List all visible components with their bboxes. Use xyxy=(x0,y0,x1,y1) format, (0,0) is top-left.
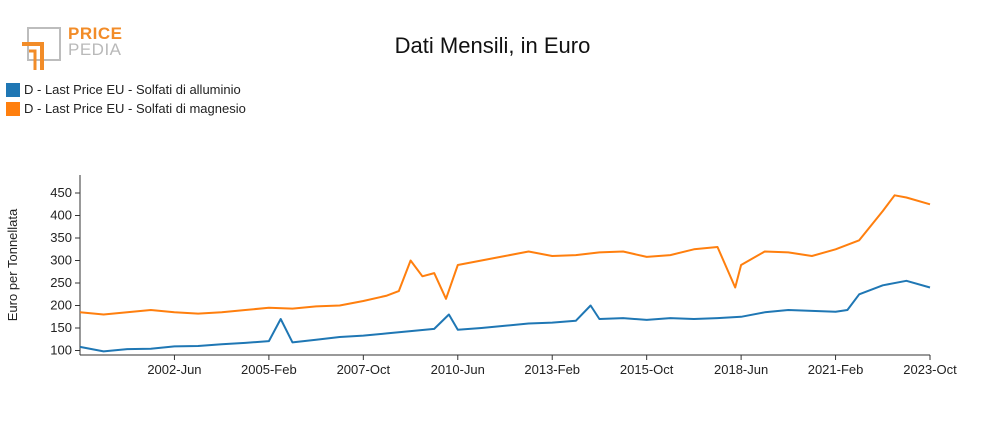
series-line-aluminium xyxy=(79,279,931,353)
x-tick-label: 2005-Feb xyxy=(241,362,297,377)
x-tick-label: 2015-Oct xyxy=(620,362,674,377)
legend-swatch-aluminium xyxy=(6,82,20,97)
chart-legend: D - Last Price EU - Solfati di alluminio… xyxy=(6,80,246,118)
series-line-magnesium xyxy=(79,194,931,316)
y-tick-label: 300 xyxy=(50,253,72,268)
logo-word-price: PRICE xyxy=(68,24,123,43)
y-axis-label: Euro per Tonnellata xyxy=(5,208,20,321)
y-tick-label: 350 xyxy=(50,230,72,245)
y-tick-label: 200 xyxy=(50,298,72,313)
x-tick-label: 2023-Oct xyxy=(903,362,957,377)
chart-axes: 100 150 200 250 300 350 400 450 2002-Jun 2005-Feb… xyxy=(50,175,957,377)
legend-label-aluminium: D - Last Price EU - Solfati di alluminio xyxy=(24,82,241,97)
y-tick-label: 100 xyxy=(50,343,72,358)
logo-mark-icon xyxy=(22,27,61,70)
y-tick-label: 150 xyxy=(50,320,72,335)
x-tick-label: 2013-Feb xyxy=(524,362,580,377)
x-tick-label: 2021-Feb xyxy=(808,362,864,377)
x-tick-label: 2018-Jun xyxy=(714,362,768,377)
y-tick-label: 450 xyxy=(50,185,72,200)
logo-word-pedia: PEDIA xyxy=(68,40,122,59)
legend-label-magnesium: D - Last Price EU - Solfati di magnesio xyxy=(24,101,246,116)
y-tick-label: 400 xyxy=(50,208,72,223)
y-tick-label: 250 xyxy=(50,275,72,290)
chart-series xyxy=(79,194,931,353)
chart-title: Dati Mensili, in Euro xyxy=(394,33,591,58)
legend-item-magnesium[interactable]: D - Last Price EU - Solfati di magnesio xyxy=(6,99,246,118)
legend-item-aluminium[interactable]: D - Last Price EU - Solfati di alluminio xyxy=(6,80,246,99)
legend-swatch-magnesium xyxy=(6,101,20,116)
x-tick-label: 2007-Oct xyxy=(337,362,391,377)
x-tick-label: 2002-Jun xyxy=(147,362,201,377)
pricepedia-logo: PRICE PEDIA xyxy=(20,24,130,72)
x-tick-label: 2010-Jun xyxy=(431,362,485,377)
